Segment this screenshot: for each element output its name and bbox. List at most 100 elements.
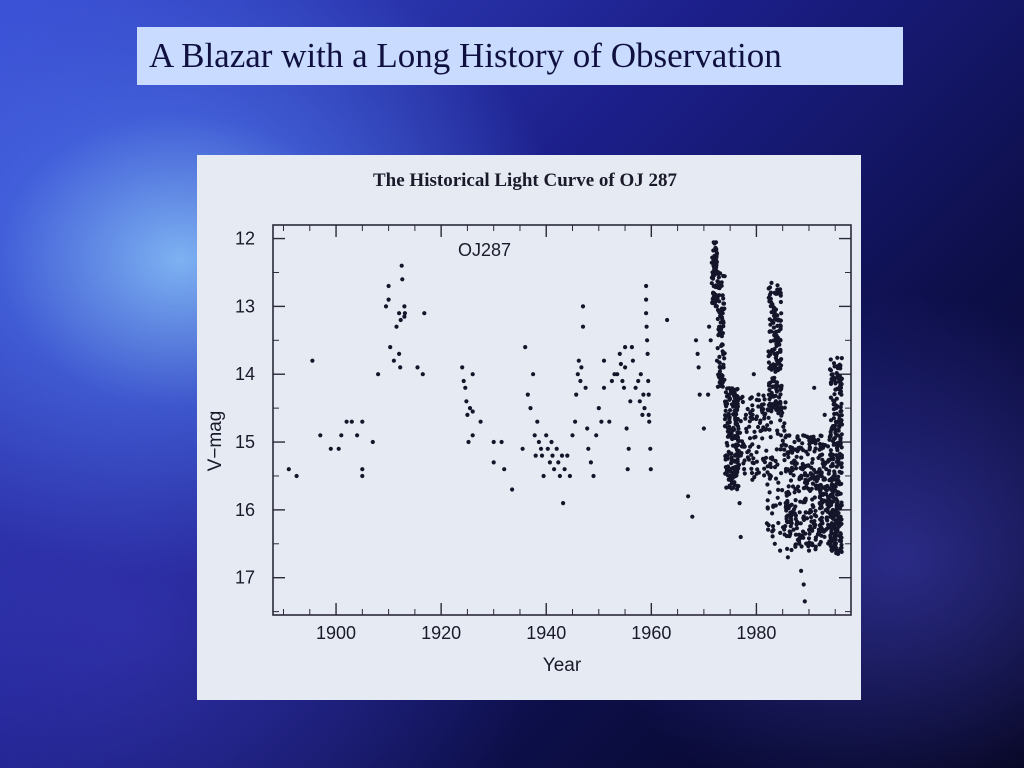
data-point [838, 532, 843, 537]
data-point [832, 426, 837, 431]
data-point [785, 555, 791, 560]
data-point [781, 424, 786, 429]
data-point [799, 568, 804, 573]
data-point [802, 599, 807, 604]
data-point [771, 504, 776, 509]
data-point [644, 297, 649, 302]
data-point [580, 324, 586, 329]
data-point [420, 372, 425, 377]
data-point [725, 420, 730, 425]
data-point [778, 299, 784, 305]
data-point [803, 510, 809, 515]
data-point [787, 433, 792, 438]
data-point [720, 384, 725, 389]
data-point [764, 427, 769, 432]
data-point [706, 392, 711, 397]
data-point [761, 393, 766, 398]
data-point [686, 494, 691, 499]
data-point [838, 389, 844, 394]
data-point [570, 433, 575, 438]
data-point [360, 473, 365, 479]
data-point [717, 299, 722, 304]
data-point [769, 409, 774, 414]
data-point [491, 460, 496, 465]
data-point [830, 507, 835, 513]
data-point [722, 424, 728, 429]
data-point [834, 375, 840, 380]
data-point [785, 451, 791, 456]
data-point [721, 296, 726, 301]
data-point [774, 389, 780, 394]
data-point [820, 442, 826, 447]
data-point [733, 434, 738, 439]
x-axis-label: Year [543, 655, 582, 676]
data-point [470, 433, 475, 438]
data-point [708, 338, 713, 343]
data-point [834, 459, 839, 464]
data-point [778, 287, 783, 292]
data-point [718, 271, 723, 276]
data-point [565, 453, 570, 458]
data-point [641, 392, 646, 397]
data-point [830, 452, 836, 457]
data-point [758, 418, 763, 423]
data-point [765, 423, 770, 428]
data-point [767, 317, 772, 322]
data-point [807, 445, 813, 450]
data-point [557, 473, 562, 479]
data-point [360, 467, 365, 472]
data-point [837, 469, 842, 474]
data-point [711, 273, 716, 279]
data-point [690, 514, 695, 519]
data-point [562, 467, 567, 472]
data-point [746, 457, 752, 462]
data-point [756, 392, 761, 397]
data-point [719, 334, 725, 339]
data-point [809, 472, 815, 477]
data-point [580, 304, 586, 309]
data-point [349, 419, 354, 424]
y-tick-label: 14 [235, 364, 255, 384]
data-point [491, 439, 496, 445]
data-point [802, 465, 807, 470]
data-point [805, 452, 810, 457]
data-point [810, 503, 815, 508]
data-point [594, 433, 599, 438]
data-point [743, 416, 748, 421]
data-point [748, 444, 753, 449]
data-point [788, 471, 793, 476]
data-point [713, 258, 719, 263]
data-point [839, 503, 844, 508]
data-point [800, 441, 805, 446]
data-point [617, 351, 622, 356]
data-point [822, 461, 828, 466]
data-point [778, 290, 783, 296]
data-point [573, 419, 578, 424]
data-point [810, 457, 815, 462]
data-point [644, 311, 649, 316]
data-point [828, 429, 833, 434]
x-tick-label: 1920 [421, 623, 461, 643]
data-point [520, 446, 525, 451]
data-point [701, 426, 706, 431]
data-point [751, 372, 756, 377]
data-point [737, 430, 743, 435]
data-point [625, 467, 630, 472]
light-curve-chart: The Historical Light Curve of OJ 287 OJ2… [205, 170, 852, 676]
data-point [774, 383, 779, 388]
data-point [774, 341, 779, 346]
data-point [802, 498, 807, 503]
data-point [793, 516, 798, 521]
data-point [791, 527, 796, 532]
data-point [723, 408, 728, 413]
data-point [835, 529, 840, 534]
data-point [783, 466, 789, 472]
data-point [718, 324, 723, 330]
data-point [765, 482, 770, 487]
data-point [734, 412, 739, 417]
data-point [722, 417, 728, 422]
data-point [798, 521, 803, 526]
data-point [729, 402, 735, 407]
data-point [835, 355, 840, 360]
data-point [465, 412, 470, 417]
